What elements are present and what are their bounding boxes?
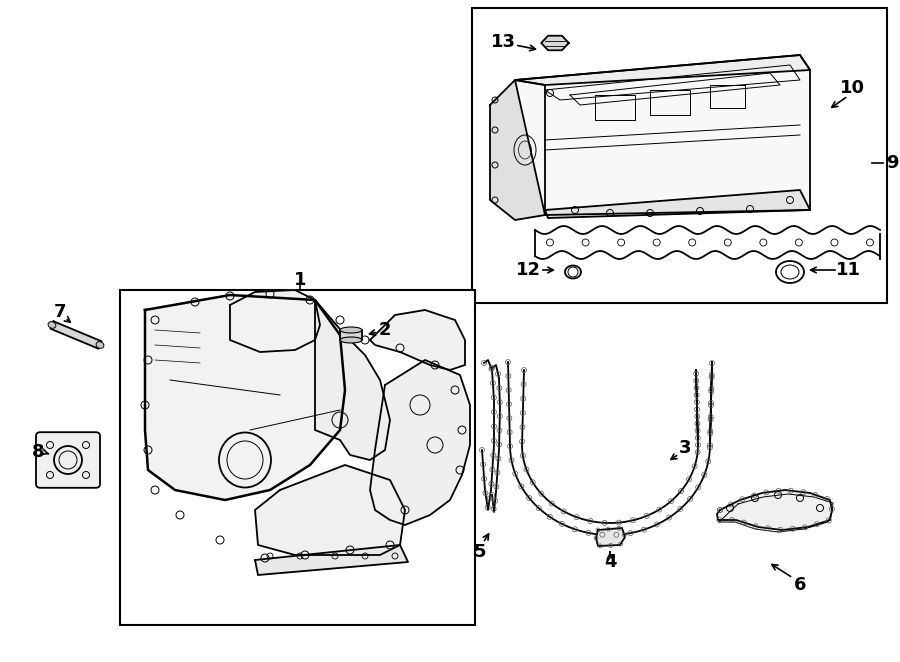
Text: 2: 2	[379, 321, 392, 339]
Text: 12: 12	[516, 261, 541, 279]
Polygon shape	[515, 55, 810, 85]
Polygon shape	[230, 290, 320, 352]
Text: 10: 10	[840, 79, 865, 97]
Polygon shape	[717, 490, 832, 530]
Bar	[472, 8, 887, 303]
Polygon shape	[515, 55, 810, 215]
Polygon shape	[145, 295, 345, 500]
Text: 9: 9	[886, 154, 898, 172]
FancyBboxPatch shape	[36, 432, 100, 488]
Polygon shape	[255, 465, 405, 555]
Ellipse shape	[340, 337, 362, 343]
Ellipse shape	[340, 327, 362, 333]
Text: 1: 1	[293, 271, 306, 289]
Ellipse shape	[48, 322, 56, 328]
Text: 8: 8	[32, 443, 44, 461]
Bar	[120, 290, 475, 625]
Polygon shape	[370, 310, 465, 370]
Text: 4: 4	[604, 553, 617, 571]
Polygon shape	[255, 545, 408, 575]
Text: 11: 11	[835, 261, 860, 279]
Polygon shape	[315, 300, 390, 460]
Text: 6: 6	[794, 576, 806, 594]
Polygon shape	[545, 190, 810, 218]
Ellipse shape	[96, 342, 104, 348]
Text: 5: 5	[473, 543, 486, 561]
Polygon shape	[50, 321, 102, 349]
Polygon shape	[541, 36, 569, 50]
Polygon shape	[340, 330, 362, 340]
Polygon shape	[490, 80, 545, 220]
Polygon shape	[370, 360, 470, 525]
Polygon shape	[596, 528, 625, 546]
Text: 7: 7	[54, 303, 67, 321]
Text: 13: 13	[491, 33, 516, 51]
Text: 3: 3	[679, 439, 691, 457]
